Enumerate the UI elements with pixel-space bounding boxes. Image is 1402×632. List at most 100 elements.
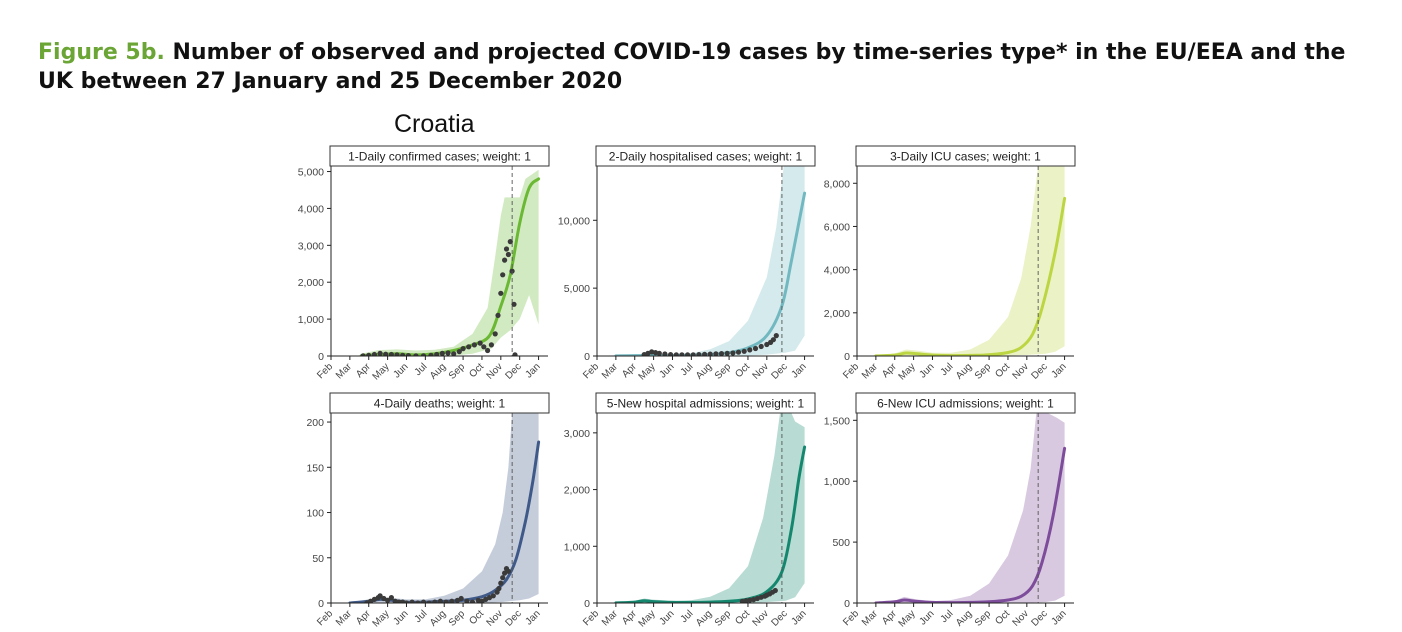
panel-5-x-tick-label: Jan [790,608,809,627]
panel-4-y-tick-label: 200 [306,417,324,429]
panel-3-title-box [855,145,1076,167]
panel-5-x-tick-label: Mar [600,608,620,628]
panel-4-y-tick-label: 150 [306,462,324,474]
panel-1-observed-point [512,352,518,356]
panel-1-observed-point [503,246,510,252]
panel-1-x-tick-label: Nov [485,361,505,381]
panel-1-observed-point [451,351,457,356]
panel-2-observed-point [718,351,725,356]
panel-5-x-tick-label: Dec [769,608,789,628]
panel-4-observed-point [403,600,410,603]
panel-3-y-tick-label: 0 [844,351,850,363]
panel-6-title-box [855,392,1076,414]
panel-1-observed-point [477,340,483,346]
panel-2-observed-point [685,352,691,356]
panel-1-x-tick-label: Feb [315,361,335,381]
panel-4-observed-point [498,580,504,586]
panel-5-projection-line [614,445,807,603]
panel-3-x-tick-label: May [897,361,918,382]
panel-1-x-tick-label: Oct [467,361,486,380]
panel-2-observed-point [707,351,713,356]
panel-6-x-tick-label: Jan [1050,608,1069,627]
panel-4-observed-point [426,600,432,603]
panel-2-observed-point [758,343,764,350]
figure-title: Figure 5b. Number of observed and projec… [38,38,1368,96]
panel-1-observed-point [502,257,508,263]
panel-2-observed-point [702,351,708,356]
panel-4-y-tick-label: 100 [306,508,324,520]
panel-2-observed-point [690,352,696,356]
panel-4-observed-point [469,599,476,603]
panel-6-y-tick-label: 0 [844,598,850,610]
panel-1-observed-point [485,347,491,354]
panel-2-observed-point [724,350,730,356]
panel-1-observed-point [492,331,498,337]
panel-6-x-tick-label: Oct [993,608,1012,627]
panel-3-x-tick-label: Jun [917,361,936,380]
panel-4-x-tick-label: Mar [334,608,354,628]
panel-1-x-tick-label: Sep [447,361,468,382]
panel-4-observed-point [458,595,464,602]
panel-1-y-tick-label: 0 [318,351,324,363]
country-title: Croatia [394,110,475,138]
panel-4-observed-point [400,599,406,603]
panel-6-x-tick-label: Feb [841,608,861,628]
panel-3-title: 3-Daily ICU cases; weight: 1 [890,150,1041,164]
panel-2-x-tick-label: Jun [657,361,676,380]
panel-1-observed-point [481,344,487,350]
panel-2-x-tick-label: Mar [600,361,620,381]
panel-1-y-tick-label: 1,000 [298,314,324,326]
panel-1-observed-point [383,351,389,356]
panel-2-x-tick-label: Oct [733,361,752,380]
panel-6-x-tick-label: Aug [954,608,974,628]
panel-5-x-tick-label: Sep [713,608,734,629]
panel-2-observed-point [673,352,679,356]
panel-1-observed-point [507,239,513,245]
panel-1-observed-point [500,272,506,278]
panel-3-x-tick-label: Sep [973,361,994,382]
panel-2-observed-point [696,352,702,356]
panel-3-x-tick-label: Feb [841,361,861,381]
panel-6-y-tick-label: 500 [832,537,850,549]
panel-5-x-tick-label: Oct [733,608,752,627]
panel-4-x-tick-label: Dec [503,608,523,628]
panel-5-y-tick-label: 1,000 [564,541,590,553]
panel-4-observed-point [432,599,438,603]
panel-6-x-tick-label: Dec [1029,608,1049,628]
panel-3-x-tick-label: Apr [880,361,899,380]
panel-1-y-tick-label: 4,000 [298,203,324,215]
panel-2-y-tick-label: 10,000 [558,215,590,227]
panel-3-x-tick-label: Dec [1029,361,1049,381]
panel-5-plot-area [614,413,807,603]
panel-6-title: 6-New ICU admissions; weight: 1 [877,397,1054,411]
panel-3-y-tick-label: 6,000 [824,221,850,233]
panel-1-x-tick-label: May [371,361,392,382]
panel-5-x-tick-label: May [637,608,658,629]
panel-2-x-tick-label: Aug [694,361,714,381]
panel-2-observed-point [752,345,759,352]
panel-4-observed-point [437,598,443,603]
panel-6-x-tick-label: Jul [939,608,956,625]
panel-1-x-tick-label: Aug [428,361,448,381]
panel-5-y-tick-label: 3,000 [564,428,590,440]
panel-2-observed-point [730,350,736,356]
panel-5-x-tick-label: Jun [657,608,676,627]
panel-2-x-tick-label: Feb [581,361,601,381]
panel-2-observed-point [747,347,753,353]
panel-6-x-tick-label: Mar [860,608,880,628]
figure-title-text: Number of observed and projected COVID-1… [38,40,1346,94]
panel-1-observed-point [488,342,494,348]
panel-1-observed-point [471,342,477,348]
panel-3-uncertainty-band [875,166,1065,356]
panel-2-x-tick-label: May [637,361,658,382]
panel-2-x-tick-label: Dec [769,361,789,381]
panel-6-x-tick-label: May [897,608,918,629]
panel-2-observed-point [679,352,685,356]
panel-6-x-tick-label: Sep [973,608,994,629]
panel-2-title-box [595,145,816,167]
panel-6-y-tick-label: 1,000 [824,476,850,488]
panel-3-x-tick-label: Nov [1011,361,1031,381]
